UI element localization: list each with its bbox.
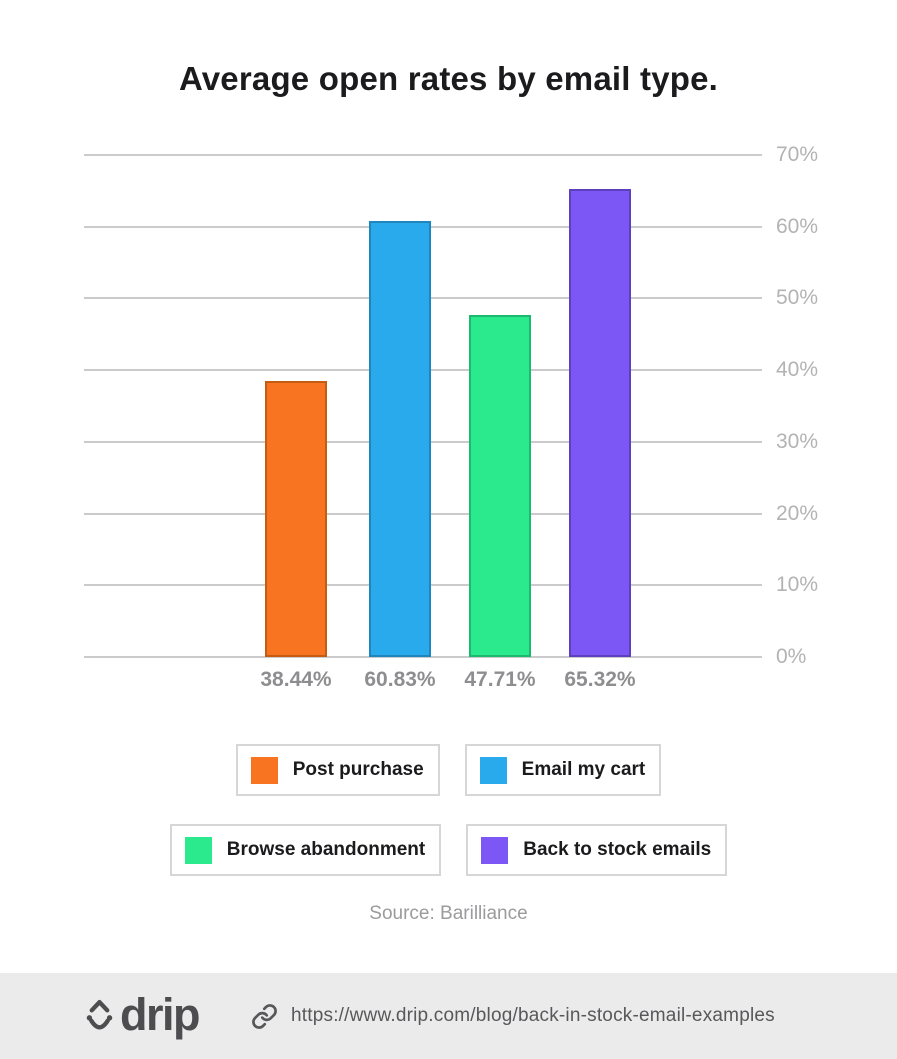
y-axis-tick-label: 30%	[776, 429, 819, 453]
source-note: Source: Barilliance	[369, 903, 528, 924]
y-axis-tick-label: 0%	[776, 645, 807, 668]
drip-droplet-smiley-icon	[86, 999, 113, 1029]
legend-swatch	[479, 756, 507, 784]
footer-bar: drip https://www.drip.com/blog/back-in-s…	[0, 973, 897, 1059]
y-axis-tick-label: 20%	[776, 501, 819, 525]
source-url[interactable]: https://www.drip.com/blog/back-in-stock-…	[291, 1005, 775, 1026]
legend-label: Browse abandonment	[226, 839, 426, 860]
legend-item-email-my-cart: Email my cart	[464, 744, 662, 796]
legend-label: Back to stock emails	[523, 839, 712, 860]
legend-swatch	[250, 756, 278, 784]
y-axis-tick-label: 10%	[776, 573, 819, 597]
gridline	[84, 656, 762, 658]
legend-item-browse-abandonment: Browse abandonment	[169, 824, 442, 876]
bar-post-purchase	[265, 381, 327, 657]
bar-browse-abandonment	[469, 314, 531, 657]
y-axis-tick-label: 50%	[776, 286, 819, 310]
legend-label: Email my cart	[521, 759, 646, 780]
legend-row-1: Post purchase Email my cart	[0, 744, 897, 796]
legend-row-2: Browse abandonment Back to stock emails	[0, 824, 897, 876]
bar-value-label: 60.83%	[364, 668, 436, 691]
y-axis-tick-label: 70%	[776, 143, 819, 166]
legend-swatch	[481, 836, 509, 864]
chart-title: Average open rates by email type.	[178, 60, 719, 97]
bar-back-to-stock-emails	[569, 188, 631, 657]
legend-label: Post purchase	[292, 759, 424, 780]
chart-legend: Post purchase Email my cart Browse abando…	[0, 744, 897, 876]
source-url-group[interactable]: https://www.drip.com/blog/back-in-stock-…	[251, 1003, 775, 1030]
drip-logo: drip	[84, 992, 201, 1037]
drip-logo-text: drip	[120, 988, 201, 1040]
bar-value-label: 47.71%	[464, 668, 536, 691]
y-axis-tick-label: 40%	[776, 358, 819, 382]
link-icon	[252, 1003, 277, 1029]
legend-swatch	[184, 836, 212, 864]
bar-value-label: 65.32%	[564, 668, 636, 691]
bar-value-label: 38.44%	[260, 668, 332, 691]
gridline	[84, 154, 762, 156]
y-axis-tick-label: 60%	[776, 214, 819, 238]
bar-email-my-cart	[369, 220, 431, 657]
legend-item-post-purchase: Post purchase	[235, 744, 440, 796]
legend-item-back-to-stock-emails: Back to stock emails	[466, 824, 728, 876]
